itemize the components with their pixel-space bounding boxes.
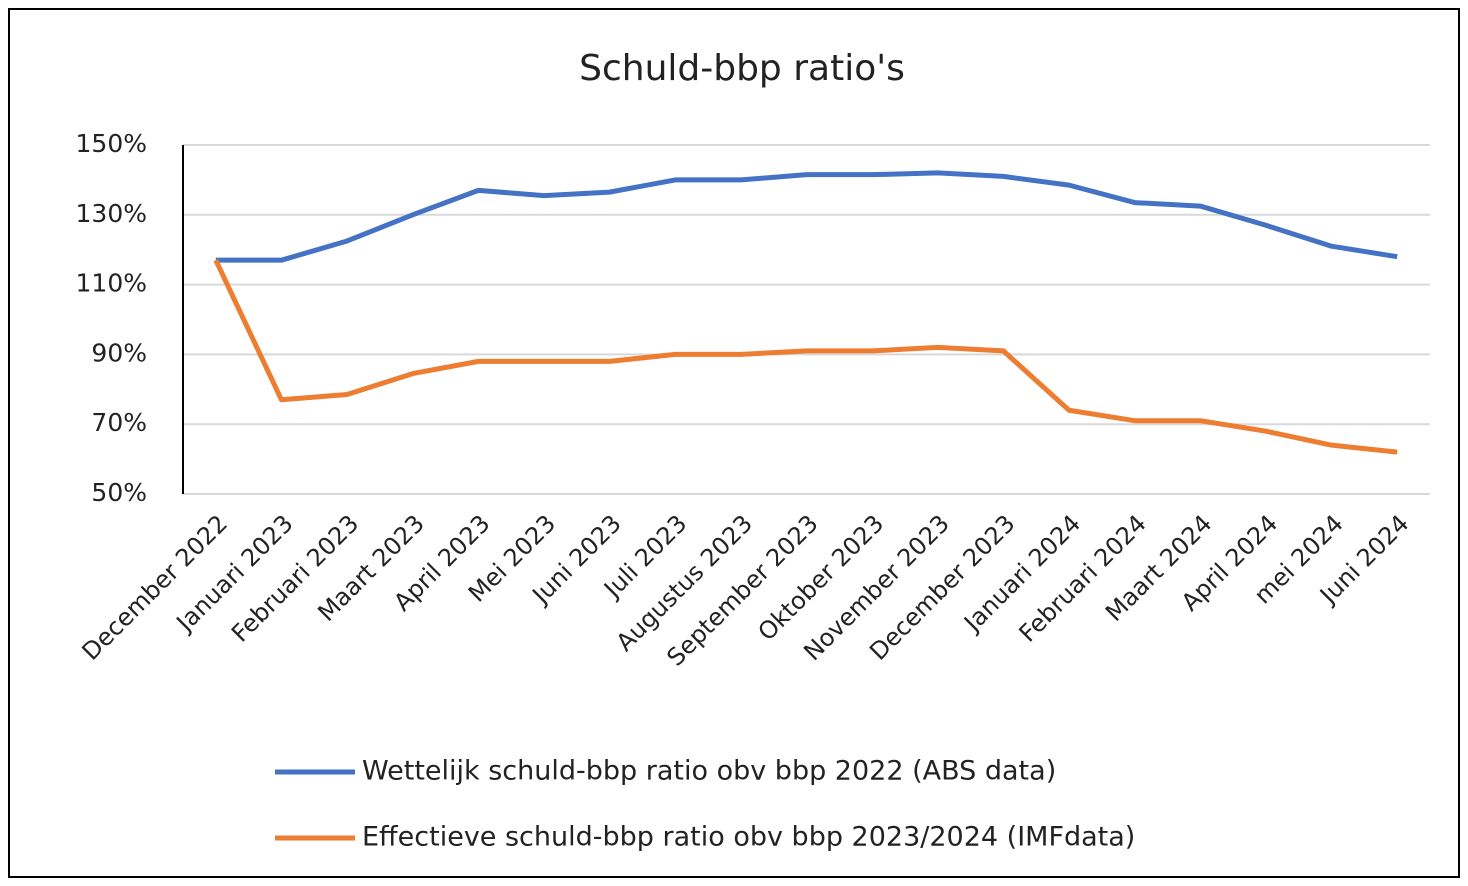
y-tick-label: 110% xyxy=(76,269,147,298)
y-tick-label: 70% xyxy=(91,408,147,437)
y-tick-label: 50% xyxy=(91,478,147,507)
legend-label: Effectieve schuld-bbp ratio obv bbp 2023… xyxy=(362,822,1135,853)
y-tick-label: 130% xyxy=(76,199,147,228)
chart-frame xyxy=(8,8,1460,878)
legend-label: Wettelijk schuld-bbp ratio obv bbp 2022 … xyxy=(362,756,1056,787)
chart-title: Schuld-bbp ratio's xyxy=(579,48,905,89)
y-tick-label: 90% xyxy=(91,338,147,367)
series-line xyxy=(215,170,1398,263)
y-tick-label: 150% xyxy=(76,129,147,158)
series-line xyxy=(213,259,1398,455)
